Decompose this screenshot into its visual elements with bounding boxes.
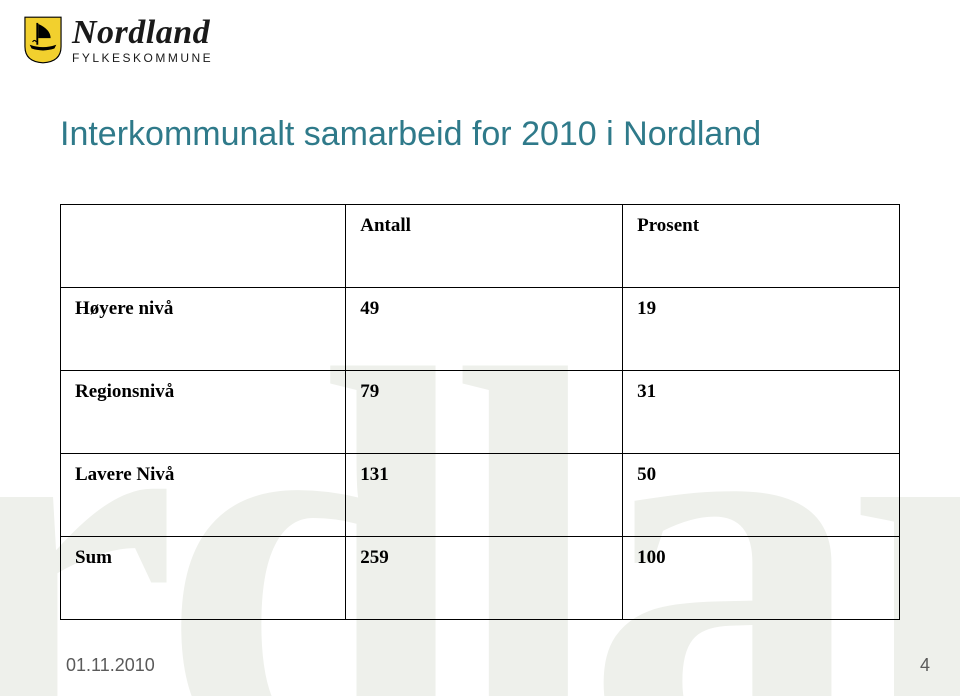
table-cell: Regionsnivå <box>61 371 346 454</box>
table-cell: 31 <box>623 371 900 454</box>
table-cell: Sum <box>61 537 346 620</box>
logo-main-text: Nordland <box>72 16 213 50</box>
table-cell: 79 <box>346 371 623 454</box>
table-cell: 100 <box>623 537 900 620</box>
table-cell: 131 <box>346 454 623 537</box>
slide-title: Interkommunalt samarbeid for 2010 i Nord… <box>60 115 900 154</box>
table-cell: 50 <box>623 454 900 537</box>
table-cell: 19 <box>623 288 900 371</box>
table-row: Lavere Nivå 131 50 <box>61 454 900 537</box>
table-header-cell: Prosent <box>623 205 900 288</box>
table-header-cell <box>61 205 346 288</box>
footer-date: 01.11.2010 <box>66 655 155 676</box>
table-cell: 49 <box>346 288 623 371</box>
slide-content: Interkommunalt samarbeid for 2010 i Nord… <box>60 115 900 620</box>
table-header-cell: Antall <box>346 205 623 288</box>
logo-sub-text: FYLKESKOMMUNE <box>72 52 213 64</box>
shield-icon <box>24 16 62 64</box>
logo-header: Nordland FYLKESKOMMUNE <box>24 16 213 64</box>
table-cell: Lavere Nivå <box>61 454 346 537</box>
footer-page-number: 4 <box>920 655 930 676</box>
table-cell: 259 <box>346 537 623 620</box>
table-row: Sum 259 100 <box>61 537 900 620</box>
table-row: Høyere nivå 49 19 <box>61 288 900 371</box>
table-header-row: Antall Prosent <box>61 205 900 288</box>
table-row: Regionsnivå 79 31 <box>61 371 900 454</box>
table-cell: Høyere nivå <box>61 288 346 371</box>
data-table: Antall Prosent Høyere nivå 49 19 Regions… <box>60 204 900 620</box>
